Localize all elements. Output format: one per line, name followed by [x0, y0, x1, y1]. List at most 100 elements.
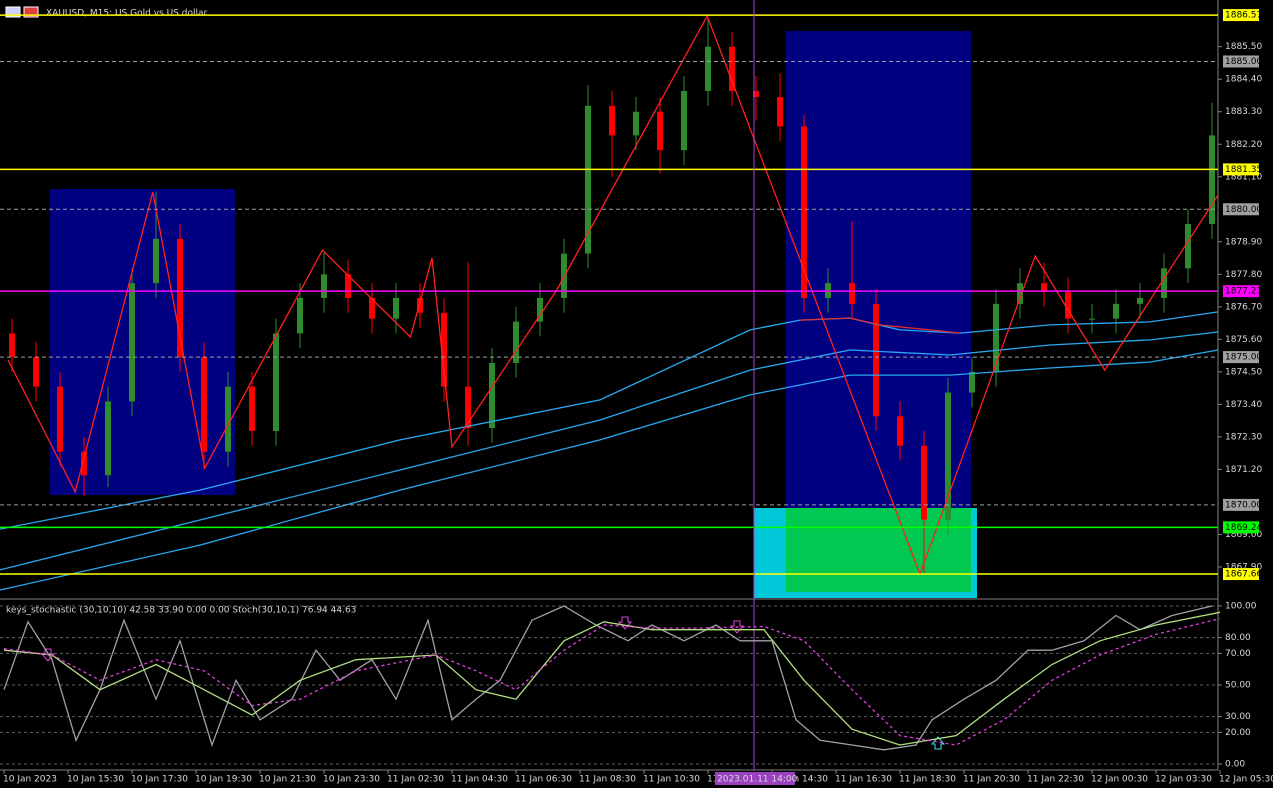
candle-body: [945, 392, 951, 520]
candle-body: [657, 111, 663, 151]
y-tick-label: 70.00: [1225, 649, 1251, 659]
oscillator-line: [3, 605, 1213, 751]
arrow: [930, 736, 946, 750]
candle-body: [585, 105, 591, 254]
candle-body: [297, 297, 303, 334]
candle-body: [1137, 297, 1143, 304]
price-label: 1875.00: [1225, 353, 1262, 363]
x-tick-label: 10 Jan 21:30: [259, 775, 316, 785]
candle-body: [33, 357, 39, 387]
y-tick-label: 20.00: [1225, 728, 1251, 738]
y-tick-label: 1881.10: [1225, 172, 1262, 182]
price-label-box: [1223, 568, 1259, 581]
candle-body: [705, 46, 711, 92]
y-tick-label: 1883.30: [1225, 107, 1262, 117]
candle-body: [1209, 135, 1215, 225]
y-tick-label: 80.00: [1225, 633, 1251, 643]
price-label: 1880.00: [1225, 205, 1262, 215]
symbol-title: XAUUSD, M15: US Gold vs US dollar: [46, 9, 207, 19]
symbol-header: XAUUSD, M15: US Gold vs US dollar: [5, 6, 207, 19]
y-tick-label: 1872.30: [1225, 432, 1262, 442]
y-tick-label: 30.00: [1225, 712, 1251, 722]
candle-body: [81, 451, 87, 476]
y-tick-label: 0.00: [1225, 759, 1245, 769]
candle-body: [1113, 303, 1119, 319]
price-label-box: [1223, 9, 1259, 22]
candle-body: [537, 297, 543, 322]
candle-body: [489, 362, 495, 429]
candle-body: [249, 386, 255, 431]
x-tick-label: 11 Jan 18:30: [899, 775, 956, 785]
candle-body: [105, 401, 111, 476]
y-tick-label: 1876.70: [1225, 302, 1262, 312]
candle-body: [513, 321, 519, 363]
candle-body: [273, 333, 279, 431]
price-label: 1867.66: [1225, 570, 1262, 580]
price-label: 1885.00: [1225, 57, 1262, 67]
candle-body: [969, 371, 975, 393]
y-tick-label: 1867.90: [1225, 562, 1262, 572]
candle-body: [849, 283, 855, 304]
x-tick-label: 11 Jan 22:30: [1027, 775, 1084, 785]
candle-body: [609, 105, 615, 136]
x-tick-label: 11 Jan 10:30: [643, 775, 700, 785]
price-label-box: [1223, 203, 1259, 216]
y-tick-label: 1875.60: [1225, 335, 1262, 345]
price-label: 1886.57: [1225, 11, 1262, 21]
y-tick-label: 1884.40: [1225, 75, 1262, 85]
price-label-box: [1223, 55, 1259, 68]
candle-body: [1089, 318, 1095, 320]
candle-body: [369, 297, 375, 319]
x-tick-label: 11 Jan 02:30: [387, 775, 444, 785]
candle-body: [417, 297, 423, 313]
y-tick-label: 1877.80: [1225, 270, 1262, 280]
candle-body: [1185, 224, 1191, 269]
y-tick-label: 1878.90: [1225, 237, 1262, 247]
icon: [5, 6, 21, 18]
y-tick-label: 1871.20: [1225, 465, 1262, 475]
x-tick-label: 12 Jan 03:30: [1155, 775, 1212, 785]
y-tick-label: 1885.50: [1225, 42, 1262, 52]
price-label-box: [1223, 521, 1259, 534]
price-label-box: [1223, 351, 1259, 364]
y-tick-label: 1869.00: [1225, 530, 1262, 540]
x-tick-label: 10 Jan 19:30: [195, 775, 252, 785]
candle-body: [993, 303, 999, 372]
candle-body: [1017, 283, 1023, 304]
candle-body: [441, 312, 447, 387]
candle-body: [177, 238, 183, 358]
price-label: 1870.00: [1225, 500, 1262, 510]
x-tick-label: 10 Jan 2023: [3, 775, 57, 785]
indicator-line: [0, 331, 1219, 571]
price-label-box: [1223, 163, 1259, 176]
y-tick-label: 1873.40: [1225, 400, 1262, 410]
indicator-line: [799, 317, 961, 334]
y-tick-label: 50.00: [1225, 681, 1251, 691]
candle-body: [321, 274, 327, 298]
x-tick-label: 11 Jan 04:30: [451, 775, 508, 785]
x-tick-label: 11 Jan 20:30: [963, 775, 1020, 785]
x-tick-label: 10 Jan 23:30: [323, 775, 380, 785]
candle-body: [753, 91, 759, 97]
x-tick-label: 11 Jan 08:30: [579, 775, 636, 785]
candle-body: [801, 126, 807, 298]
indicator-title: keys_stochastic (30,10,10) 42.58 33.90 0…: [6, 606, 356, 616]
price-label: 1877.23: [1225, 287, 1262, 297]
candle-body: [57, 386, 63, 452]
y-tick-label: 1882.20: [1225, 140, 1262, 150]
x-tick-label: 10 Jan 15:30: [67, 775, 124, 785]
x-tick-label: 12 Jan 05:30: [1219, 775, 1273, 785]
price-label: 1869.24: [1225, 523, 1262, 533]
price-label: 1881.35: [1225, 165, 1262, 175]
y-tick-label: 1874.50: [1225, 367, 1262, 377]
candle-body: [9, 333, 15, 358]
indicator-line: [0, 349, 1219, 591]
candle-body: [225, 386, 231, 452]
icon: [23, 6, 39, 18]
candle-body: [873, 303, 879, 417]
candle-body: [201, 357, 207, 452]
price-label-box: [1223, 285, 1259, 298]
